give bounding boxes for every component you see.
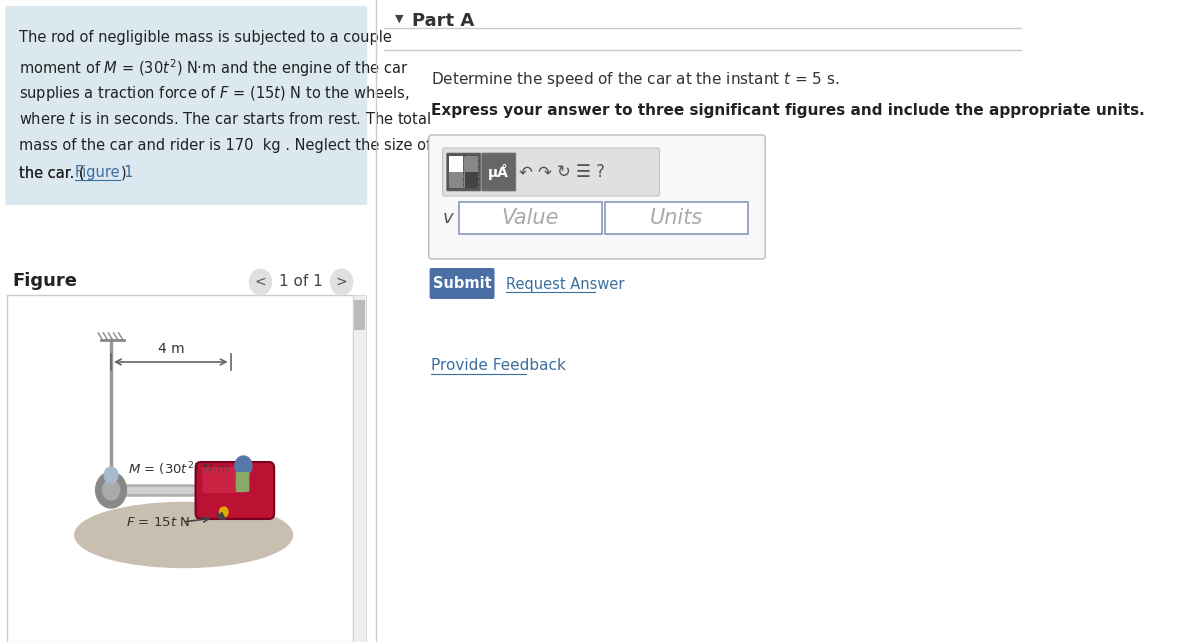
Text: ☰: ☰ (576, 163, 590, 181)
FancyBboxPatch shape (428, 135, 766, 259)
Circle shape (220, 507, 228, 517)
Bar (353, 295, 366, 642)
Text: ?: ? (596, 163, 605, 181)
Text: Determine the speed of the car at the instant $\mathit{t}$ = 5 s.: Determine the speed of the car at the in… (431, 70, 840, 89)
Text: $F$ = 15$t$ N: $F$ = 15$t$ N (126, 516, 191, 528)
Bar (449, 172, 463, 188)
Bar (354, 300, 365, 330)
FancyBboxPatch shape (235, 472, 250, 492)
Text: moment of $\mathit{M}$ = (30$\mathit{t}^2$) N·m and the engine of the car: moment of $\mathit{M}$ = (30$\mathit{t}^… (19, 57, 408, 79)
Text: ): ) (120, 165, 126, 180)
Text: mass of the car and rider is 170  kg . Neglect the size of: mass of the car and rider is 170 kg . Ne… (19, 138, 431, 153)
FancyBboxPatch shape (443, 148, 659, 196)
Text: $v$ =: $v$ = (442, 209, 473, 227)
Circle shape (102, 480, 120, 500)
FancyBboxPatch shape (5, 6, 367, 205)
Circle shape (250, 269, 271, 295)
Circle shape (235, 456, 252, 476)
Text: Part A: Part A (412, 12, 474, 30)
Text: $M$ = (30$t^2$) N·m: $M$ = (30$t^2$) N·m (128, 460, 230, 478)
Text: Figure: Figure (12, 272, 77, 290)
Text: ▼: ▼ (395, 14, 403, 24)
Bar (449, 156, 463, 172)
Text: the car. (: the car. ( (19, 165, 84, 180)
Text: <: < (254, 275, 266, 289)
Text: 4 m: 4 m (157, 342, 184, 356)
FancyBboxPatch shape (196, 462, 274, 519)
Text: Provide Feedback: Provide Feedback (431, 358, 566, 373)
Text: >: > (336, 275, 348, 289)
Text: ↻: ↻ (557, 163, 571, 181)
Text: where $\mathit{t}$ is in seconds. The car starts from rest. The total: where $\mathit{t}$ is in seconds. The ca… (19, 111, 431, 127)
Bar (458, 202, 602, 234)
Text: supplies a traction force of $\mathit{F}$ = (15$\mathit{t}$) N to the wheels,: supplies a traction force of $\mathit{F}… (19, 84, 409, 103)
Circle shape (104, 467, 118, 483)
Text: the car. (: the car. ( (19, 165, 84, 180)
FancyBboxPatch shape (446, 153, 481, 191)
FancyBboxPatch shape (203, 467, 246, 493)
Text: ↷: ↷ (538, 163, 551, 181)
Text: 1 of 1: 1 of 1 (278, 275, 323, 290)
Text: Units: Units (649, 208, 703, 228)
Bar (7, 295, 353, 642)
Bar (605, 202, 748, 234)
Bar (464, 156, 479, 172)
Text: Express your answer to three significant figures and include the appropriate uni: Express your answer to three significant… (431, 103, 1145, 118)
Text: ↶: ↶ (518, 163, 532, 181)
FancyBboxPatch shape (430, 268, 494, 299)
Bar (464, 172, 479, 188)
Circle shape (96, 472, 126, 508)
Text: The rod of negligible mass is subjected to a couple: The rod of negligible mass is subjected … (19, 30, 391, 45)
Text: Figure 1: Figure 1 (76, 165, 133, 180)
Text: Value: Value (502, 208, 559, 228)
Ellipse shape (74, 503, 293, 568)
FancyBboxPatch shape (481, 153, 516, 191)
Text: Submit: Submit (433, 277, 492, 291)
Text: μÅ: μÅ (488, 164, 509, 180)
Circle shape (330, 269, 353, 295)
Text: Request Answer: Request Answer (505, 277, 624, 291)
